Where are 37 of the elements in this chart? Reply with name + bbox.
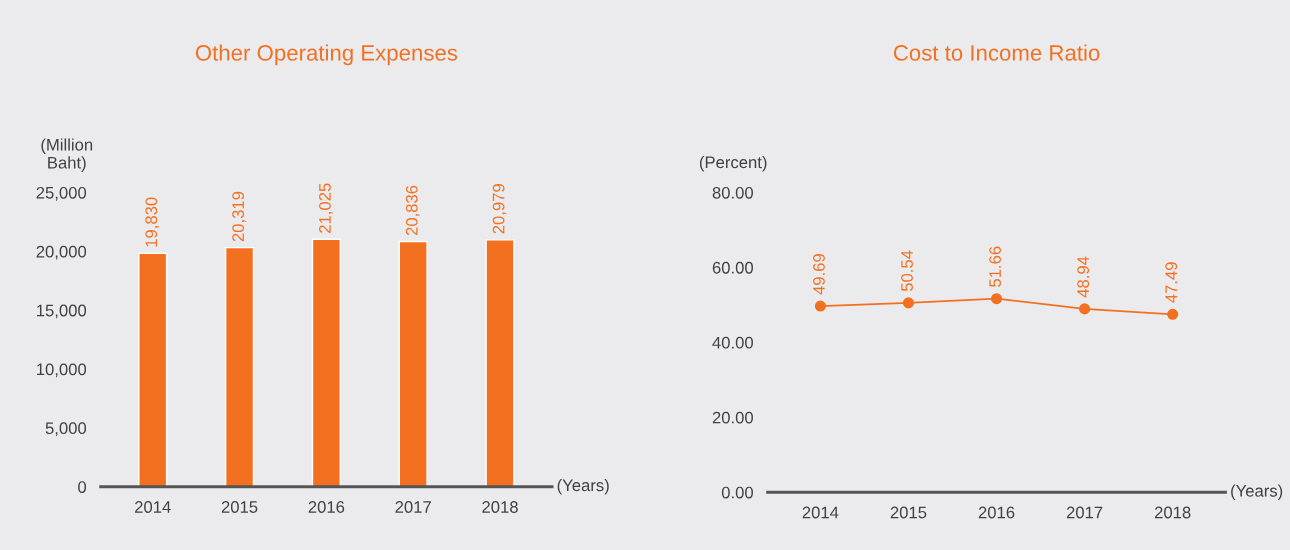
y-tick-label: 15,000: [37, 304, 87, 319]
data-label: 48.94: [1077, 256, 1090, 298]
text: 19,830: [145, 197, 160, 247]
y-tick-label: 0: [78, 481, 87, 493]
text: 20,836: [405, 185, 420, 236]
y-tick-label: 60.00: [712, 261, 754, 274]
y-tick-label: 25,000: [36, 186, 87, 201]
x-tick-label: 2017: [395, 501, 431, 513]
x-axis-title: (Years): [1231, 484, 1283, 501]
x-tick-label: 2018: [482, 501, 518, 513]
y-tick-label: 40.00: [712, 336, 754, 349]
data-label: 49.69: [813, 254, 825, 295]
x-tick-label: 2018: [1154, 506, 1191, 519]
y-tick-label: 20.00: [712, 411, 754, 424]
y-tick-label: 10,000: [37, 363, 87, 378]
chart-title: Cost to Income Ratio: [893, 44, 1100, 61]
data-label: 51.66: [989, 246, 1001, 287]
data-label: 47.49: [1165, 262, 1178, 303]
x-tick-label: 2015: [890, 506, 927, 519]
x-tick-label: 2016: [978, 506, 1015, 519]
text: 20,319: [232, 191, 246, 242]
y-axis-title: (Percent): [699, 155, 767, 172]
y-tick-label: 80.00: [712, 186, 754, 199]
x-axis-title: (Years): [557, 478, 609, 495]
y-axis-title: (Million Baht): [41, 138, 93, 172]
y-tick-label: 20,000: [36, 245, 87, 260]
y-tick-label: 0.00: [721, 486, 754, 499]
x-tick-label: 2017: [1066, 506, 1103, 519]
x-tick-label: 2016: [308, 501, 345, 513]
x-tick-label: 2014: [135, 501, 171, 513]
x-tick-label: 2015: [221, 501, 258, 513]
chart-title: Other Operating Expenses: [195, 44, 458, 66]
text: 21,025: [319, 183, 333, 233]
y-tick-label: 5,000: [45, 422, 87, 437]
x-tick-label: 2014: [802, 506, 839, 519]
data-label: 50.54: [901, 250, 913, 292]
text: 20,979: [492, 184, 507, 234]
